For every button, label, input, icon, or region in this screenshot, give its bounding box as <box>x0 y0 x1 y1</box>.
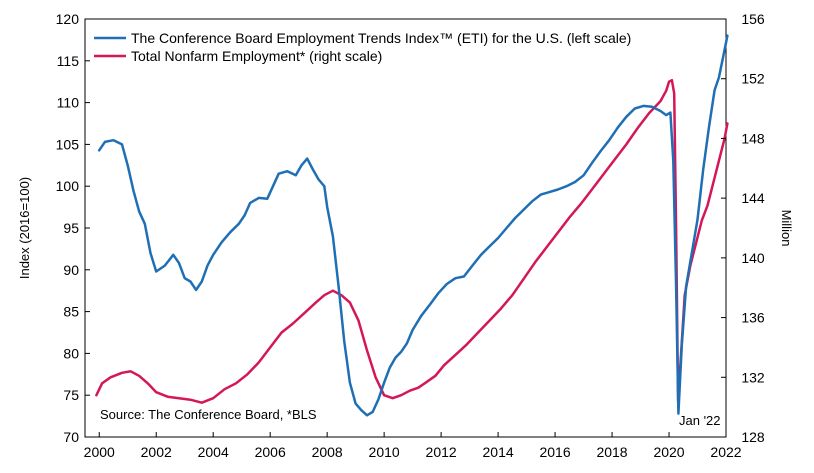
right-tick-label: 156 <box>741 11 765 27</box>
right-tick-label: 128 <box>741 429 765 445</box>
x-tick-label: 2006 <box>255 444 286 460</box>
left-tick-label: 80 <box>63 345 79 361</box>
x-tick-label: 2022 <box>710 444 741 460</box>
right-tick-label: 144 <box>741 190 765 206</box>
left-tick-label: 120 <box>56 11 80 27</box>
series-layer <box>95 34 729 417</box>
series-line-nonfarm <box>95 78 729 404</box>
right-tick-label: 140 <box>741 250 765 266</box>
x-axis: 2000 2002 2004 2006 2008 2010 2012 2014 2016 2018… <box>84 432 742 460</box>
right-tick-label: 132 <box>741 369 765 385</box>
left-tick-label: 115 <box>57 53 80 69</box>
plot-frame <box>84 18 727 438</box>
left-tick-label: 90 <box>63 262 79 278</box>
x-tick-label: 2016 <box>539 444 570 460</box>
x-tick-label: 2018 <box>596 444 627 460</box>
right-tick-label: 152 <box>741 71 765 87</box>
x-tick-label: 2020 <box>653 444 684 460</box>
x-tick-label: 2008 <box>312 444 343 460</box>
left-tick-label: 70 <box>63 429 79 445</box>
legend: The Conference Board Employment Trends I… <box>94 30 631 64</box>
x-tick-label: 2014 <box>483 444 514 460</box>
left-tick-label: 75 <box>63 387 79 403</box>
legend-label-nonfarm: Total Nonfarm Employment* (right scale) <box>131 48 382 64</box>
x-tick-label: 2010 <box>369 444 400 460</box>
left-tick-label: 95 <box>63 220 79 236</box>
right-tick-label: 136 <box>741 310 765 326</box>
left-tick-label: 110 <box>57 95 80 111</box>
x-tick-label: 2012 <box>426 444 457 460</box>
series-line-eti <box>97 34 729 417</box>
legend-label-eti: The Conference Board Employment Trends I… <box>131 30 631 46</box>
date-note: Jan '22 <box>679 413 721 428</box>
left-tick-label: 100 <box>56 178 80 194</box>
left-tick-label: 105 <box>56 136 80 152</box>
y-axis-label-left: Index (2016=100) <box>17 177 32 279</box>
right-tick-label: 148 <box>741 130 765 146</box>
left-axis: 70 75 80 85 90 95 100 105 110 115 120 <box>56 11 90 445</box>
source-note: Source: The Conference Board, *BLS <box>100 407 317 422</box>
left-tick-label: 85 <box>63 304 79 320</box>
right-axis: 128 132 136 140 144 148 152 156 <box>721 11 765 445</box>
x-tick-label: 2002 <box>141 444 172 460</box>
x-tick-label: 2004 <box>198 444 229 460</box>
x-tick-label: 2000 <box>84 444 115 460</box>
y-axis-label-right: Million <box>779 210 794 247</box>
